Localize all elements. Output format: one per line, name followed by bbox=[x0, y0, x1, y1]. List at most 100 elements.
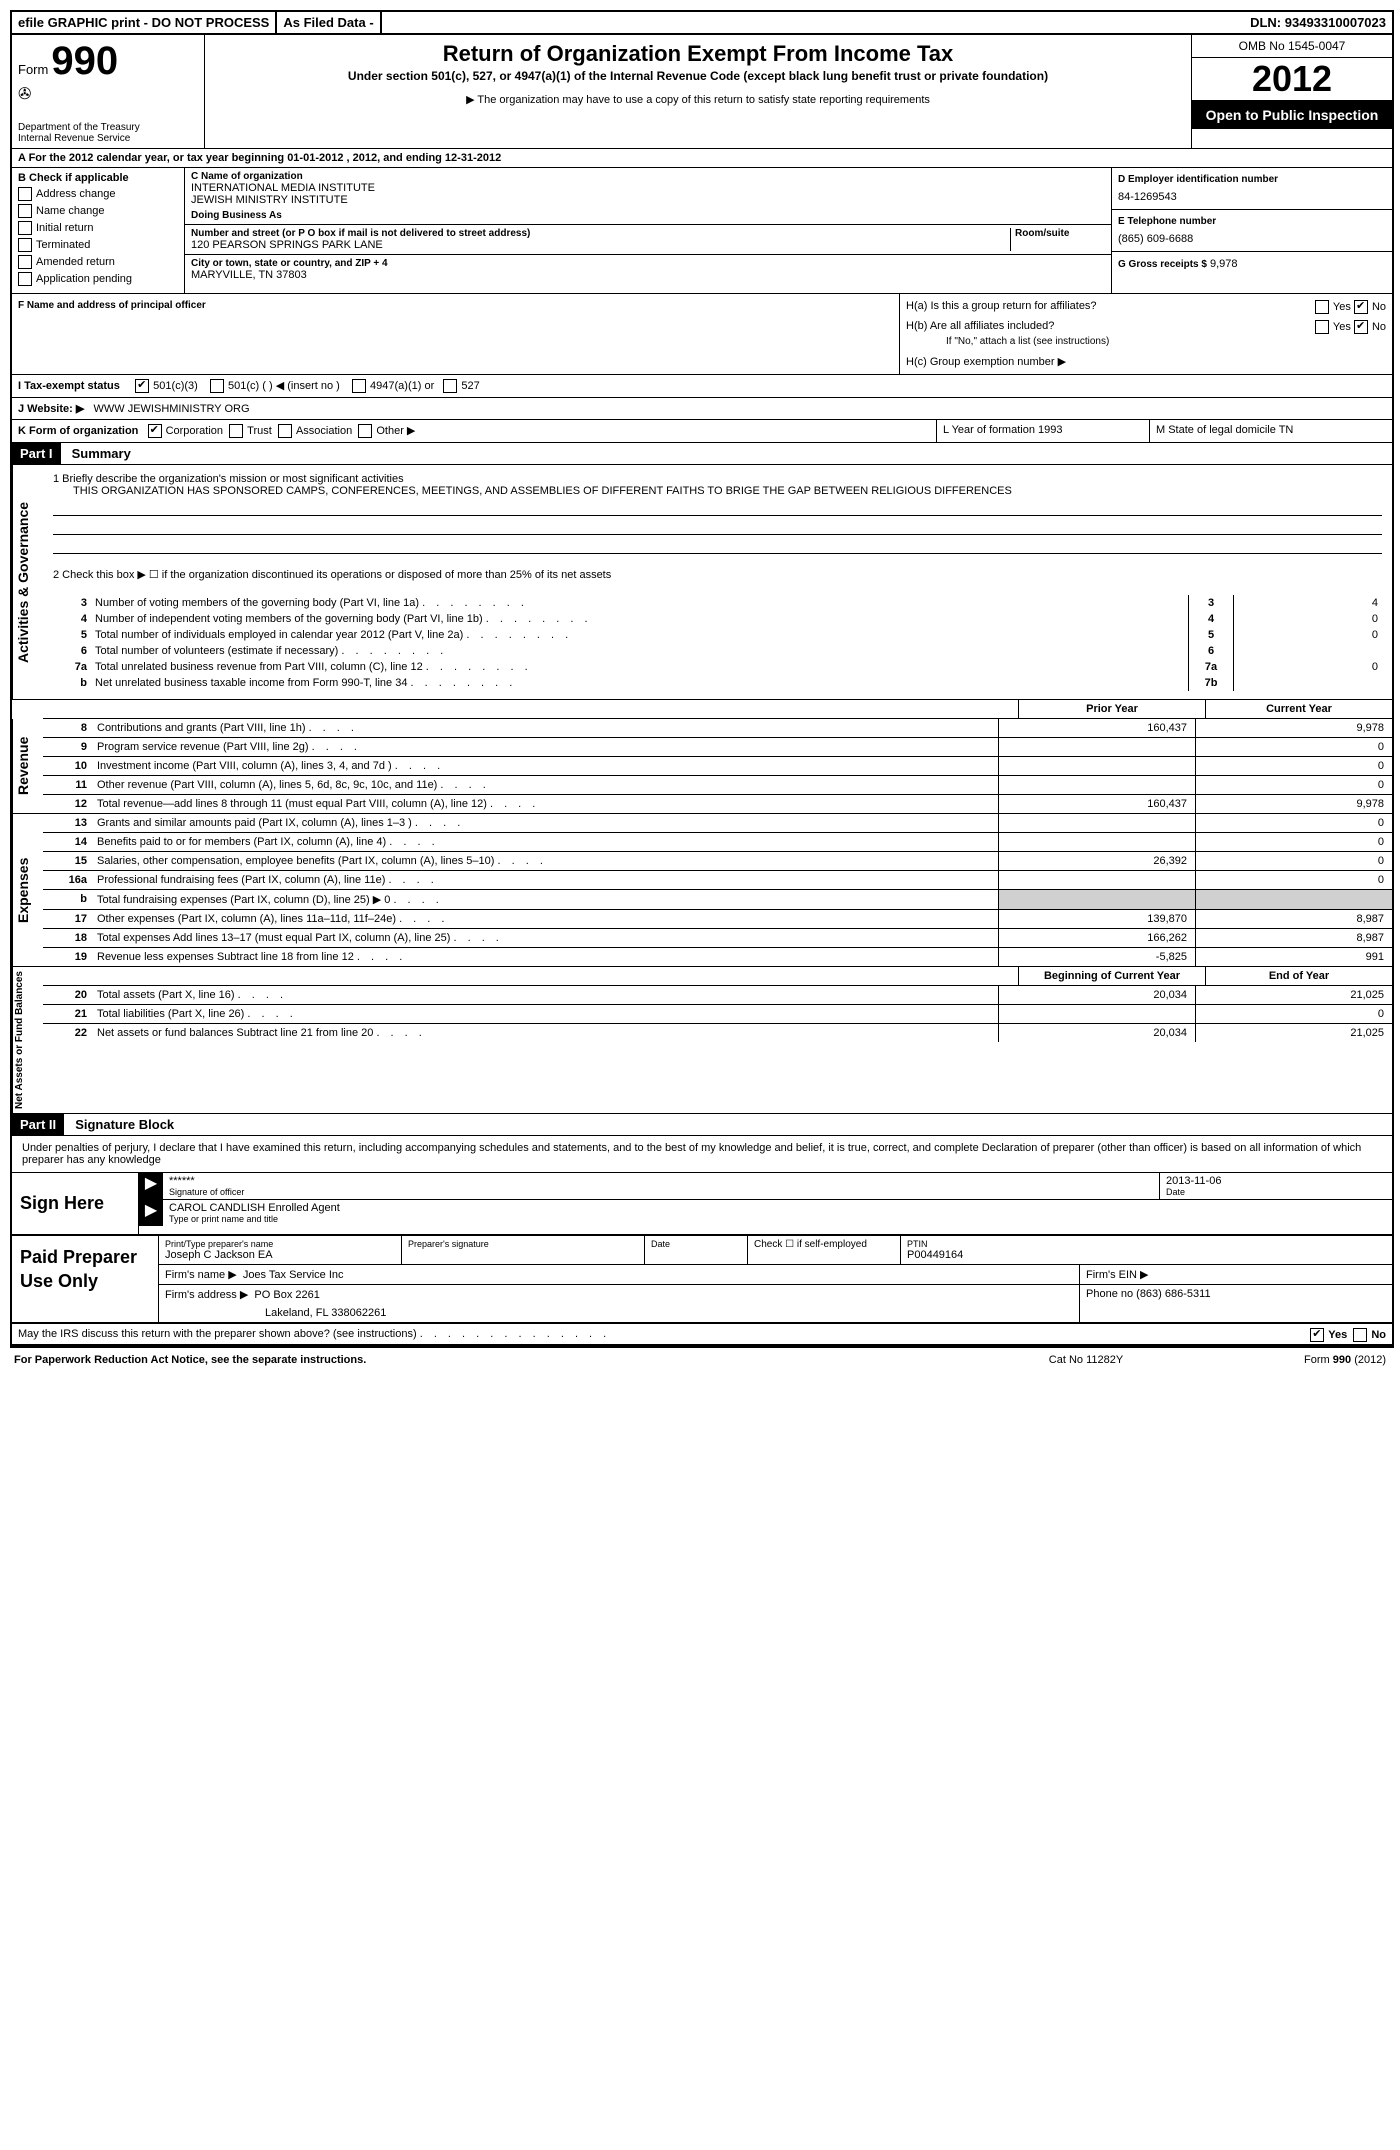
fin-prior-val: 166,262 bbox=[998, 929, 1195, 947]
fin-line-num: 20 bbox=[43, 986, 93, 1004]
gross-value: 9,978 bbox=[1210, 258, 1238, 270]
current-year-header: Current Year bbox=[1205, 700, 1392, 718]
part2-title: Signature Block bbox=[67, 1114, 182, 1135]
fin-current-val: 0 bbox=[1195, 814, 1392, 832]
fin-row: 20Total assets (Part X, line 16) . . . .… bbox=[43, 986, 1392, 1005]
ha-no-checkbox[interactable] bbox=[1354, 300, 1368, 314]
fin-line-desc: Revenue less expenses Subtract line 18 f… bbox=[93, 948, 998, 966]
line-num: 5 bbox=[53, 627, 91, 643]
fin-header-section: . Prior Year Current Year bbox=[12, 700, 1392, 719]
sign-here-block: Sign Here ▶ ****** Signature of officer … bbox=[12, 1172, 1392, 1234]
sign-here-label: Sign Here bbox=[12, 1173, 139, 1234]
fin-current-val bbox=[1195, 890, 1392, 909]
k-trust-checkbox[interactable] bbox=[229, 424, 243, 438]
d-ein-block: D Employer identification number 84-1269… bbox=[1112, 168, 1392, 210]
ptin-value: P00449164 bbox=[907, 1249, 1386, 1261]
sig-officer-label: Signature of officer bbox=[169, 1187, 1153, 1197]
row-klm: K Form of organization Corporation Trust… bbox=[12, 420, 1392, 443]
i-501c-checkbox[interactable] bbox=[210, 379, 224, 393]
fin-prior-val bbox=[998, 757, 1195, 775]
check-app-pending[interactable]: Application pending bbox=[18, 272, 178, 286]
fin-prior-val: 160,437 bbox=[998, 795, 1195, 813]
firm-addr-1: PO Box 2261 bbox=[254, 1289, 319, 1301]
hb-no-checkbox[interactable] bbox=[1354, 320, 1368, 334]
check-terminated[interactable]: Terminated bbox=[18, 238, 178, 252]
sig-name-label: Type or print name and title bbox=[169, 1214, 1386, 1224]
fin-header-spacer bbox=[43, 700, 1018, 718]
firm-name-cell: Firm's name ▶ Joes Tax Service Inc bbox=[159, 1265, 1080, 1284]
header-left: Form 990 ✇ Department of the Treasury In… bbox=[12, 35, 205, 148]
street-value: 120 PEARSON SPRINGS PARK LANE bbox=[191, 239, 1010, 251]
column-c: C Name of organization INTERNATIONAL MED… bbox=[185, 168, 1112, 293]
sig-row-2: ▶ CAROL CANDLISH Enrolled Agent Type or … bbox=[139, 1200, 1392, 1226]
fin-line-num: 22 bbox=[43, 1024, 93, 1042]
top-bar: efile GRAPHIC print - DO NOT PROCESS As … bbox=[12, 12, 1392, 35]
fin-current-val: 991 bbox=[1195, 948, 1392, 966]
vert-activities: Activities & Governance bbox=[12, 465, 43, 699]
line-box: 6 bbox=[1189, 643, 1234, 659]
discuss-dots: . . . . . . . . . . . . . . bbox=[420, 1328, 611, 1340]
ha-row: H(a) Is this a group return for affiliat… bbox=[906, 300, 1386, 312]
prep-row-2: Firm's name ▶ Joes Tax Service Inc Firm'… bbox=[159, 1265, 1392, 1285]
part2-header-row: Part II Signature Block bbox=[12, 1113, 1392, 1136]
check-initial-return[interactable]: Initial return bbox=[18, 221, 178, 235]
i-501c3-checkbox[interactable] bbox=[135, 379, 149, 393]
netassets-header-row: Beginning of Current Year End of Year bbox=[43, 967, 1392, 986]
prep-sig-cell: Preparer's signature bbox=[402, 1236, 645, 1264]
sig-row-1: ▶ ****** Signature of officer 2013-11-06… bbox=[139, 1173, 1392, 1200]
fin-prior-val: 26,392 bbox=[998, 852, 1195, 870]
footer-row: For Paperwork Reduction Act Notice, see … bbox=[10, 1348, 1390, 1372]
discuss-row: May the IRS discuss this return with the… bbox=[12, 1324, 1392, 1346]
line1-text: THIS ORGANIZATION HAS SPONSORED CAMPS, C… bbox=[73, 485, 1382, 497]
k-assoc-checkbox[interactable] bbox=[278, 424, 292, 438]
governance-row: bNet unrelated business taxable income f… bbox=[53, 675, 1382, 691]
i-527-checkbox[interactable] bbox=[443, 379, 457, 393]
netassets-header-body: Beginning of Current Year End of Year 20… bbox=[43, 967, 1392, 1113]
sig-date-field: 2013-11-06 Date bbox=[1159, 1173, 1392, 1199]
city-value: MARYVILLE, TN 37803 bbox=[191, 269, 1105, 281]
ptin-label: PTIN bbox=[907, 1239, 1386, 1249]
fin-prior-val bbox=[998, 1005, 1195, 1023]
hb-yes-checkbox[interactable] bbox=[1315, 320, 1329, 334]
fin-line-desc: Investment income (Part VIII, column (A)… bbox=[93, 757, 998, 775]
row-i-label: I Tax-exempt status bbox=[18, 380, 120, 392]
fin-row: 9Program service revenue (Part VIII, lin… bbox=[43, 738, 1392, 757]
footer-formref: Form 990 (2012) bbox=[1186, 1354, 1386, 1366]
discuss-no-checkbox[interactable] bbox=[1353, 1328, 1367, 1342]
fin-line-num: 17 bbox=[43, 910, 93, 928]
prep-check-cell: Check ☐ if self-employed bbox=[748, 1236, 901, 1264]
sign-right: ▶ ****** Signature of officer 2013-11-06… bbox=[139, 1173, 1392, 1234]
fin-row: 12Total revenue—add lines 8 through 11 (… bbox=[43, 795, 1392, 813]
prep-name-cell: Print/Type preparer's name Joseph C Jack… bbox=[159, 1236, 402, 1264]
k-corp-checkbox[interactable] bbox=[148, 424, 162, 438]
line-desc: Total number of individuals employed in … bbox=[91, 627, 1189, 643]
sig-date-value: 2013-11-06 bbox=[1166, 1175, 1386, 1187]
dba-label: Doing Business As bbox=[191, 210, 1105, 221]
revenue-section: Revenue 8Contributions and grants (Part … bbox=[12, 719, 1392, 814]
prep-date-cell: Date bbox=[645, 1236, 748, 1264]
check-name-change[interactable]: Name change bbox=[18, 204, 178, 218]
fin-current-val: 21,025 bbox=[1195, 986, 1392, 1004]
governance-row: 3Number of voting members of the governi… bbox=[53, 595, 1382, 611]
fin-row: 19Revenue less expenses Subtract line 18… bbox=[43, 948, 1392, 966]
footer-catno: Cat No 11282Y bbox=[986, 1354, 1186, 1366]
row-k-label: K Form of organization bbox=[18, 425, 138, 437]
fin-line-desc: Professional fundraising fees (Part IX, … bbox=[93, 871, 998, 889]
check-amended[interactable]: Amended return bbox=[18, 255, 178, 269]
line2: 2 Check this box ▶ ☐ if the organization… bbox=[53, 568, 1382, 581]
fin-line-desc: Salaries, other compensation, employee b… bbox=[93, 852, 998, 870]
fin-header-row: Prior Year Current Year bbox=[43, 700, 1392, 719]
k-other-checkbox[interactable] bbox=[358, 424, 372, 438]
row-k: K Form of organization Corporation Trust… bbox=[12, 420, 937, 442]
column-b: B Check if applicable Address change Nam… bbox=[12, 168, 185, 293]
fin-prior-val bbox=[998, 776, 1195, 794]
discuss-yes-checkbox[interactable] bbox=[1310, 1328, 1324, 1342]
ha-yes-checkbox[interactable] bbox=[1315, 300, 1329, 314]
mission-line-1 bbox=[53, 499, 1382, 516]
d-gross-block: G Gross receipts $ 9,978 bbox=[1112, 252, 1392, 276]
check-address-change[interactable]: Address change bbox=[18, 187, 178, 201]
fin-line-num: 15 bbox=[43, 852, 93, 870]
fin-row: 10Investment income (Part VIII, column (… bbox=[43, 757, 1392, 776]
governance-row: 5Total number of individuals employed in… bbox=[53, 627, 1382, 643]
i-4947-checkbox[interactable] bbox=[352, 379, 366, 393]
